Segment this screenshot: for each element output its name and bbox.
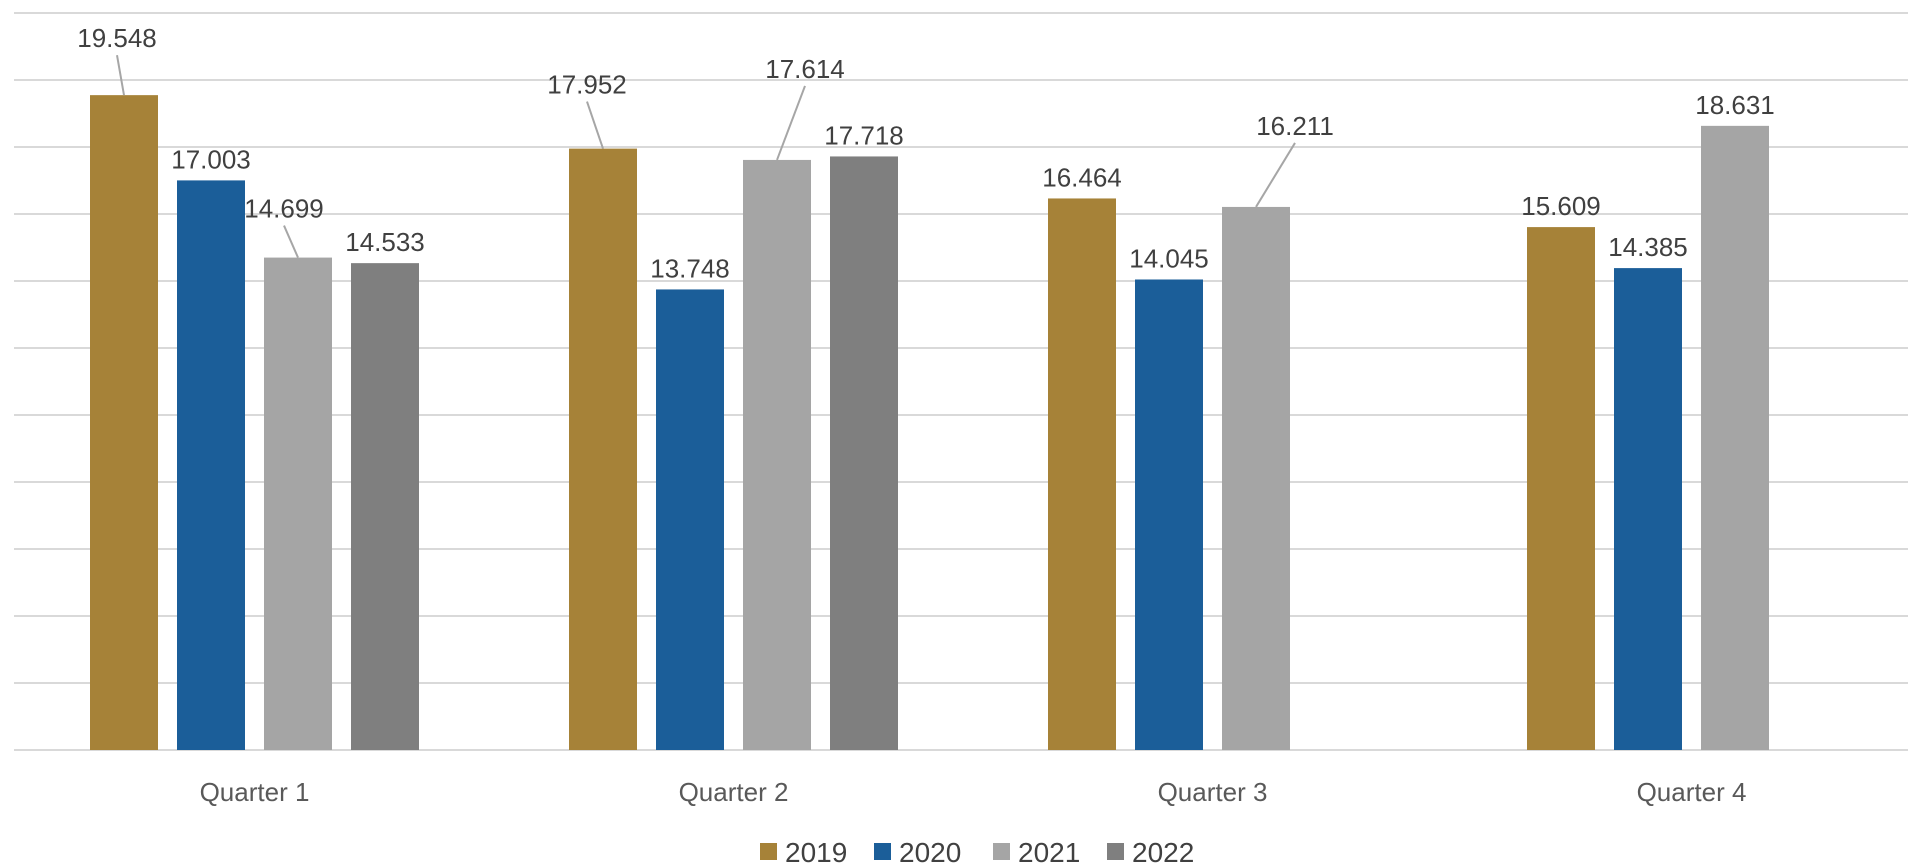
legend: 2019 2020 2021 2022 (760, 837, 1194, 865)
bar-2022-1 (351, 263, 419, 750)
data-label-2021-4: 18.631 (1695, 90, 1775, 120)
legend-swatch (760, 843, 777, 860)
label-leader-line (586, 101, 604, 149)
legend-item-2020: 2020 (874, 837, 961, 865)
bar-2021-2 (743, 159, 811, 750)
data-label-2020-1: 17.003 (171, 144, 251, 174)
data-label-2021-2: 17.614 (765, 54, 845, 84)
legend-item-2019: 2019 (760, 837, 847, 865)
label-leader-line (776, 85, 806, 161)
legend-label: 2020 (899, 837, 961, 865)
data-label-2019-3: 16.464 (1042, 162, 1122, 192)
data-label-2021-1: 14.699 (244, 194, 324, 224)
category-label-3: Quarter 3 (1158, 777, 1268, 807)
data-label-2020-4: 14.385 (1608, 232, 1688, 262)
category-label-1: Quarter 1 (200, 777, 310, 807)
legend-item-2021: 2021 (993, 837, 1080, 865)
legend-swatch (1107, 843, 1124, 860)
category-label-2: Quarter 2 (679, 777, 789, 807)
label-leader-line (116, 54, 125, 96)
bar-2019-1 (90, 95, 158, 751)
data-label-2020-2: 13.748 (650, 253, 730, 283)
bar-2020-3 (1135, 279, 1203, 750)
bar-2020-4 (1614, 268, 1682, 750)
bar-2021-3 (1222, 206, 1290, 750)
bar-2022-2 (830, 156, 898, 750)
data-label-2022-2: 17.718 (824, 120, 904, 150)
category-axis: Quarter 1 Quarter 2 Quarter 3 Quarter 4 (200, 777, 1747, 807)
legend-item-2022: 2022 (1107, 837, 1194, 865)
legend-swatch (874, 843, 891, 860)
label-leader-lines (116, 54, 1296, 258)
category-label-4: Quarter 4 (1637, 777, 1747, 807)
data-label-2021-3: 16.211 (1256, 111, 1334, 141)
data-label-2019-2: 17.952 (547, 70, 627, 100)
data-labels: 19.548 17.003 14.699 14.533 17.952 13.748 17.6… (77, 23, 1775, 283)
bar-2021-4 (1701, 125, 1769, 750)
label-leader-line (283, 225, 299, 258)
legend-label: 2021 (1018, 837, 1080, 865)
bar-2020-1 (177, 180, 245, 750)
data-label-2022-1: 14.533 (345, 227, 425, 257)
bars (90, 95, 1769, 751)
bar-2021-1 (264, 257, 332, 750)
bar-2019-4 (1527, 227, 1595, 750)
bar-2019-3 (1048, 198, 1116, 750)
bar-2019-2 (569, 148, 637, 750)
legend-label: 2022 (1132, 837, 1194, 865)
label-leader-line (1255, 142, 1296, 208)
data-label-2020-3: 14.045 (1129, 243, 1209, 273)
bar-2020-2 (656, 289, 724, 750)
legend-swatch (993, 843, 1010, 860)
legend-label: 2019 (785, 837, 847, 865)
data-label-2019-1: 19.548 (77, 23, 157, 53)
data-label-2019-4: 15.609 (1521, 191, 1601, 221)
